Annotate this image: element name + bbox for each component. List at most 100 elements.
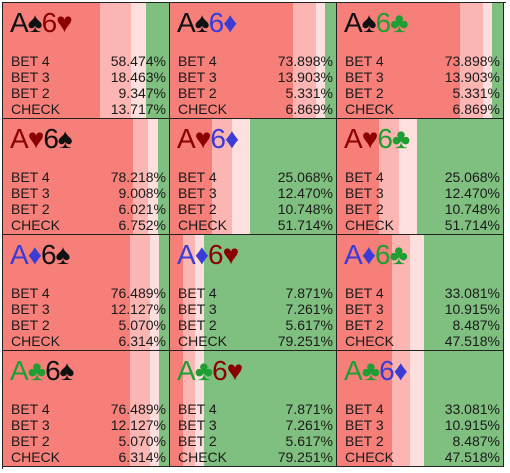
action-label: BET 3 bbox=[345, 185, 384, 201]
hand-cell[interactable]: A♥6♦ BET 4 25.068% BET 3 12.470% BET 2 10.748%… bbox=[170, 119, 337, 235]
heart-icon: ♥ bbox=[56, 7, 73, 38]
action-label: BET 4 bbox=[178, 53, 217, 69]
hand-cell[interactable]: A♦6♥ BET 4 7.871% BET 3 7.261% BET 2 5.617% CHE… bbox=[170, 235, 337, 351]
bet4-bar bbox=[337, 3, 460, 118]
action-list: BET 4 73.898% BET 3 13.903% BET 2 5.331% CHECK… bbox=[178, 53, 333, 117]
bet2-row: BET 2 5.617% bbox=[178, 317, 333, 333]
action-frequency: 7.871% bbox=[285, 285, 333, 301]
action-list: BET 4 58.474% BET 3 18.463% BET 2 9.347% CHECK… bbox=[11, 53, 166, 117]
action-label: CHECK bbox=[11, 449, 61, 465]
bet2-bar bbox=[410, 351, 425, 466]
bet4-row: BET 4 7.871% bbox=[178, 285, 333, 301]
club-icon: ♣ bbox=[27, 355, 46, 386]
action-frequency: 47.518% bbox=[444, 333, 500, 349]
action-frequency: 8.487% bbox=[452, 433, 500, 449]
heart-icon: ♥ bbox=[361, 123, 379, 154]
hand-cell[interactable]: A♥6♣ BET 4 25.068% BET 3 12.470% BET 2 10.748%… bbox=[337, 119, 504, 235]
action-label: BET 2 bbox=[345, 201, 384, 217]
action-frequency: 76.489% bbox=[110, 401, 166, 417]
bet2-row: BET 2 8.487% bbox=[345, 317, 500, 333]
action-label: BET 4 bbox=[345, 169, 384, 185]
rank-char: A bbox=[177, 239, 196, 270]
action-label: BET 4 bbox=[345, 285, 384, 301]
action-label: BET 4 bbox=[11, 169, 50, 185]
action-frequency: 13.717% bbox=[110, 101, 166, 117]
action-frequency: 8.487% bbox=[452, 317, 500, 333]
rank-char: 6 bbox=[375, 7, 392, 38]
action-frequency: 6.869% bbox=[452, 101, 500, 117]
bet4-row: BET 4 25.068% bbox=[178, 169, 333, 185]
action-frequency: 73.898% bbox=[444, 53, 500, 69]
bet4-bar bbox=[337, 351, 392, 466]
action-frequency: 33.081% bbox=[444, 401, 500, 417]
hand-cell[interactable]: A♦6♣ BET 4 33.081% BET 3 10.915% BET 2 8.487% C… bbox=[337, 235, 504, 351]
action-frequency: 10.915% bbox=[444, 301, 500, 317]
strategy-grid: A♠6♥ BET 4 58.474% BET 3 18.463% BET 2 9.347% C… bbox=[2, 2, 506, 469]
bet4-row: BET 4 33.081% bbox=[345, 401, 500, 417]
action-frequency: 5.617% bbox=[285, 317, 333, 333]
action-list: BET 4 73.898% BET 3 13.903% BET 2 5.331% CHECK… bbox=[345, 53, 500, 117]
hand-label: A♠6♥ bbox=[10, 7, 73, 38]
action-label: BET 2 bbox=[178, 317, 217, 333]
hand-label: A♠6♦ bbox=[177, 7, 237, 38]
action-frequency: 10.748% bbox=[444, 201, 500, 217]
action-label: CHECK bbox=[178, 333, 228, 349]
hand-cell[interactable]: A♣6♥ BET 4 7.871% BET 3 7.261% BET 2 5.617% CHE… bbox=[170, 351, 337, 467]
bet2-bar bbox=[195, 235, 205, 350]
action-frequency: 25.068% bbox=[277, 169, 333, 185]
bet3-row: BET 3 7.261% bbox=[178, 417, 333, 433]
bet3-row: BET 3 12.470% bbox=[178, 185, 333, 201]
action-label: CHECK bbox=[178, 217, 228, 233]
action-frequency: 5.331% bbox=[285, 85, 333, 101]
bet2-row: BET 2 5.331% bbox=[178, 85, 333, 101]
rank-char: 6 bbox=[208, 7, 225, 38]
rank-char: 6 bbox=[40, 239, 57, 270]
spade-icon: ♠ bbox=[27, 7, 43, 38]
hand-cell[interactable]: A♥6♠ BET 4 78.218% BET 3 9.008% BET 2 6.021% CH… bbox=[3, 119, 170, 235]
action-frequency: 12.127% bbox=[110, 417, 166, 433]
bet4-row: BET 4 25.068% bbox=[345, 169, 500, 185]
diamond-icon: ♦ bbox=[194, 239, 209, 270]
rank-char: 6 bbox=[43, 123, 59, 154]
bet4-bar bbox=[3, 235, 130, 350]
check-bar bbox=[417, 119, 503, 234]
hand-label: A♣6♦ bbox=[344, 355, 408, 386]
bet4-bar bbox=[337, 235, 392, 350]
diamond-icon: ♦ bbox=[393, 355, 408, 386]
hand-cell[interactable]: A♦6♠ BET 4 76.489% BET 3 12.127% BET 2 5.070% C… bbox=[3, 235, 170, 351]
bet3-bar bbox=[391, 235, 411, 350]
hand-cell[interactable]: A♠6♣ BET 4 73.898% BET 3 13.903% BET 2 5.331% C… bbox=[337, 3, 504, 119]
action-label: CHECK bbox=[345, 333, 395, 349]
action-frequency: 51.714% bbox=[444, 217, 500, 233]
rank-char: 6 bbox=[45, 355, 61, 386]
heart-icon: ♥ bbox=[194, 123, 212, 154]
action-label: CHECK bbox=[345, 101, 395, 117]
action-frequency: 12.127% bbox=[110, 301, 166, 317]
action-frequency: 10.748% bbox=[277, 201, 333, 217]
hand-cell[interactable]: A♠6♦ BET 4 73.898% BET 3 13.903% BET 2 5.331% C… bbox=[170, 3, 337, 119]
rank-char: A bbox=[177, 123, 196, 154]
bet4-bar bbox=[3, 351, 130, 466]
action-frequency: 58.474% bbox=[110, 53, 166, 69]
club-icon: ♣ bbox=[389, 239, 408, 270]
bet2-row: BET 2 5.070% bbox=[11, 317, 166, 333]
hand-cell[interactable]: A♠6♥ BET 4 58.474% BET 3 18.463% BET 2 9.347% C… bbox=[3, 3, 170, 119]
rank-char: A bbox=[10, 123, 29, 154]
hand-cell[interactable]: A♣6♠ BET 4 76.489% BET 3 12.127% BET 2 5.070% C… bbox=[3, 351, 170, 467]
hand-cell[interactable]: A♣6♦ BET 4 33.081% BET 3 10.915% BET 2 8.487% C… bbox=[337, 351, 504, 467]
rank-char: 6 bbox=[41, 7, 58, 38]
hand-label: A♦6♠ bbox=[10, 239, 71, 270]
check-row: CHECK 13.717% bbox=[11, 101, 166, 117]
check-bar bbox=[324, 3, 336, 118]
spade-icon: ♠ bbox=[361, 7, 377, 38]
bet3-row: BET 3 13.903% bbox=[178, 69, 333, 85]
diamond-icon: ♦ bbox=[224, 123, 239, 154]
action-frequency: 5.617% bbox=[285, 433, 333, 449]
action-list: BET 4 7.871% BET 3 7.261% BET 2 5.617% CHECK 79… bbox=[178, 401, 333, 465]
check-row: CHECK 51.714% bbox=[345, 217, 500, 233]
action-frequency: 51.714% bbox=[277, 217, 333, 233]
action-label: BET 3 bbox=[178, 185, 217, 201]
spade-icon: ♠ bbox=[55, 239, 71, 270]
check-row: CHECK 6.314% bbox=[11, 333, 166, 349]
action-frequency: 73.898% bbox=[277, 53, 333, 69]
